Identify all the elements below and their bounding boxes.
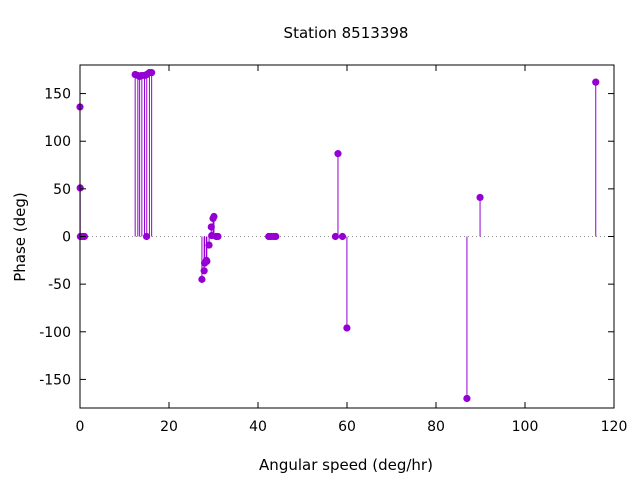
x-tick-label: 100 — [512, 419, 539, 435]
x-tick-label: 0 — [76, 419, 85, 435]
x-tick-label: 120 — [601, 419, 628, 435]
data-point — [207, 223, 215, 231]
data-point — [476, 193, 484, 202]
y-tick-label: 100 — [44, 134, 71, 150]
y-tick-label: 150 — [44, 87, 71, 103]
y-tick-label: -150 — [39, 372, 71, 388]
data-point — [331, 232, 340, 241]
chart-title: Station 8513398 — [284, 24, 409, 42]
x-tick-label: 80 — [427, 419, 445, 435]
data-points — [76, 69, 600, 403]
data-point — [203, 257, 211, 265]
data-point — [198, 275, 206, 283]
y-tick-label: -50 — [48, 277, 71, 293]
data-point — [200, 267, 208, 275]
x-tick-label: 60 — [338, 419, 356, 435]
x-tick-label: 20 — [160, 419, 178, 435]
data-point — [463, 394, 471, 403]
y-axis-label: Phase (deg) — [11, 192, 29, 282]
y-tick-label: -100 — [39, 325, 71, 341]
axis-ticks — [79, 65, 615, 408]
data-point — [338, 232, 347, 241]
data-point — [148, 69, 156, 77]
x-axis-label: Angular speed (deg/hr) — [259, 456, 433, 474]
tick-labels: 0 20 40 60 80 100 120 -150 -100 -50 0 50 100 150 — [39, 87, 627, 435]
data-point — [210, 212, 218, 221]
y-tick-label: 0 — [62, 230, 71, 246]
data-point — [343, 324, 351, 332]
y-tick-label: 50 — [53, 182, 71, 198]
data-point — [334, 150, 342, 158]
data-point — [205, 241, 213, 249]
data-point — [272, 232, 280, 241]
data-point — [592, 78, 600, 86]
data-point — [142, 232, 151, 241]
data-point — [214, 232, 222, 241]
x-tick-label: 40 — [249, 419, 267, 435]
